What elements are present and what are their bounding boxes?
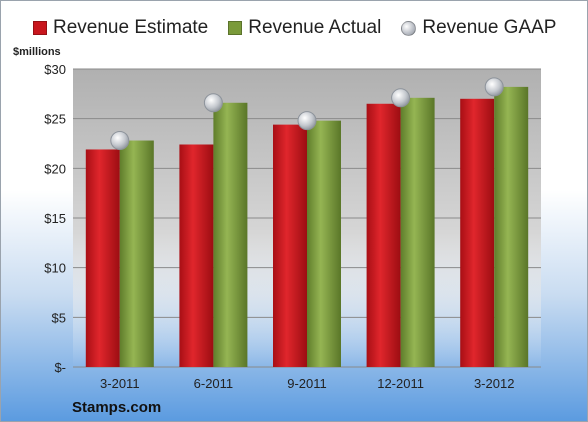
legend-label-actual: Revenue Actual xyxy=(248,17,382,38)
y-tick-label: $5 xyxy=(52,310,66,325)
legend-label-estimate: Revenue Estimate xyxy=(53,17,209,38)
gaap-marker xyxy=(484,77,504,97)
y-tick-label: $20 xyxy=(44,161,66,176)
source-brand: Stamps.com xyxy=(72,399,162,416)
legend-swatch-actual xyxy=(228,21,243,35)
actual-bar xyxy=(494,86,529,367)
x-tick-label: 6-2011 xyxy=(194,376,234,391)
actual-bar xyxy=(307,120,341,367)
y-tick-label: $30 xyxy=(44,62,66,77)
y-tick-label: $25 xyxy=(44,112,66,127)
x-tick-label: 3-2011 xyxy=(100,376,140,391)
y-tick-label: $15 xyxy=(44,211,66,226)
x-tick-label: 12-2011 xyxy=(377,376,424,391)
y-tick-label: $- xyxy=(54,360,66,375)
legend-item-actual: Revenue Actual xyxy=(228,17,381,39)
y-axis-unit-label: $millions xyxy=(13,46,61,58)
x-tick-label: 9-2011 xyxy=(287,376,327,391)
y-tick-label: $10 xyxy=(44,261,66,276)
gaap-marker xyxy=(110,131,130,151)
gaap-marker xyxy=(203,93,223,113)
estimate-bar xyxy=(366,103,401,368)
legend-swatch-gaap xyxy=(401,20,417,36)
estimate-bar xyxy=(273,124,307,367)
legend-swatch-estimate xyxy=(33,21,47,35)
y-axis-ticks: $- $5 $10 $15 $20 $25 $30 xyxy=(44,62,66,375)
estimate-bar xyxy=(460,98,495,368)
bars xyxy=(85,86,529,368)
x-axis-ticks: 3-2011 6-2011 9-2011 12-2011 3-2012 xyxy=(100,376,514,391)
gaap-marker xyxy=(391,88,411,108)
legend: Revenue Estimate Revenue Actual Revenue … xyxy=(33,17,576,39)
legend-item-gaap: Revenue GAAP xyxy=(401,17,556,39)
actual-bar xyxy=(119,140,154,367)
legend-item-estimate: Revenue Estimate xyxy=(33,17,208,39)
legend-label-gaap: Revenue GAAP xyxy=(422,17,557,38)
gaap-markers xyxy=(110,77,504,151)
actual-bar xyxy=(400,97,435,367)
estimate-bar xyxy=(179,144,214,367)
x-tick-label: 3-2012 xyxy=(474,376,514,391)
actual-bar xyxy=(213,102,248,368)
estimate-bar xyxy=(85,149,120,367)
gaap-marker xyxy=(297,111,317,131)
